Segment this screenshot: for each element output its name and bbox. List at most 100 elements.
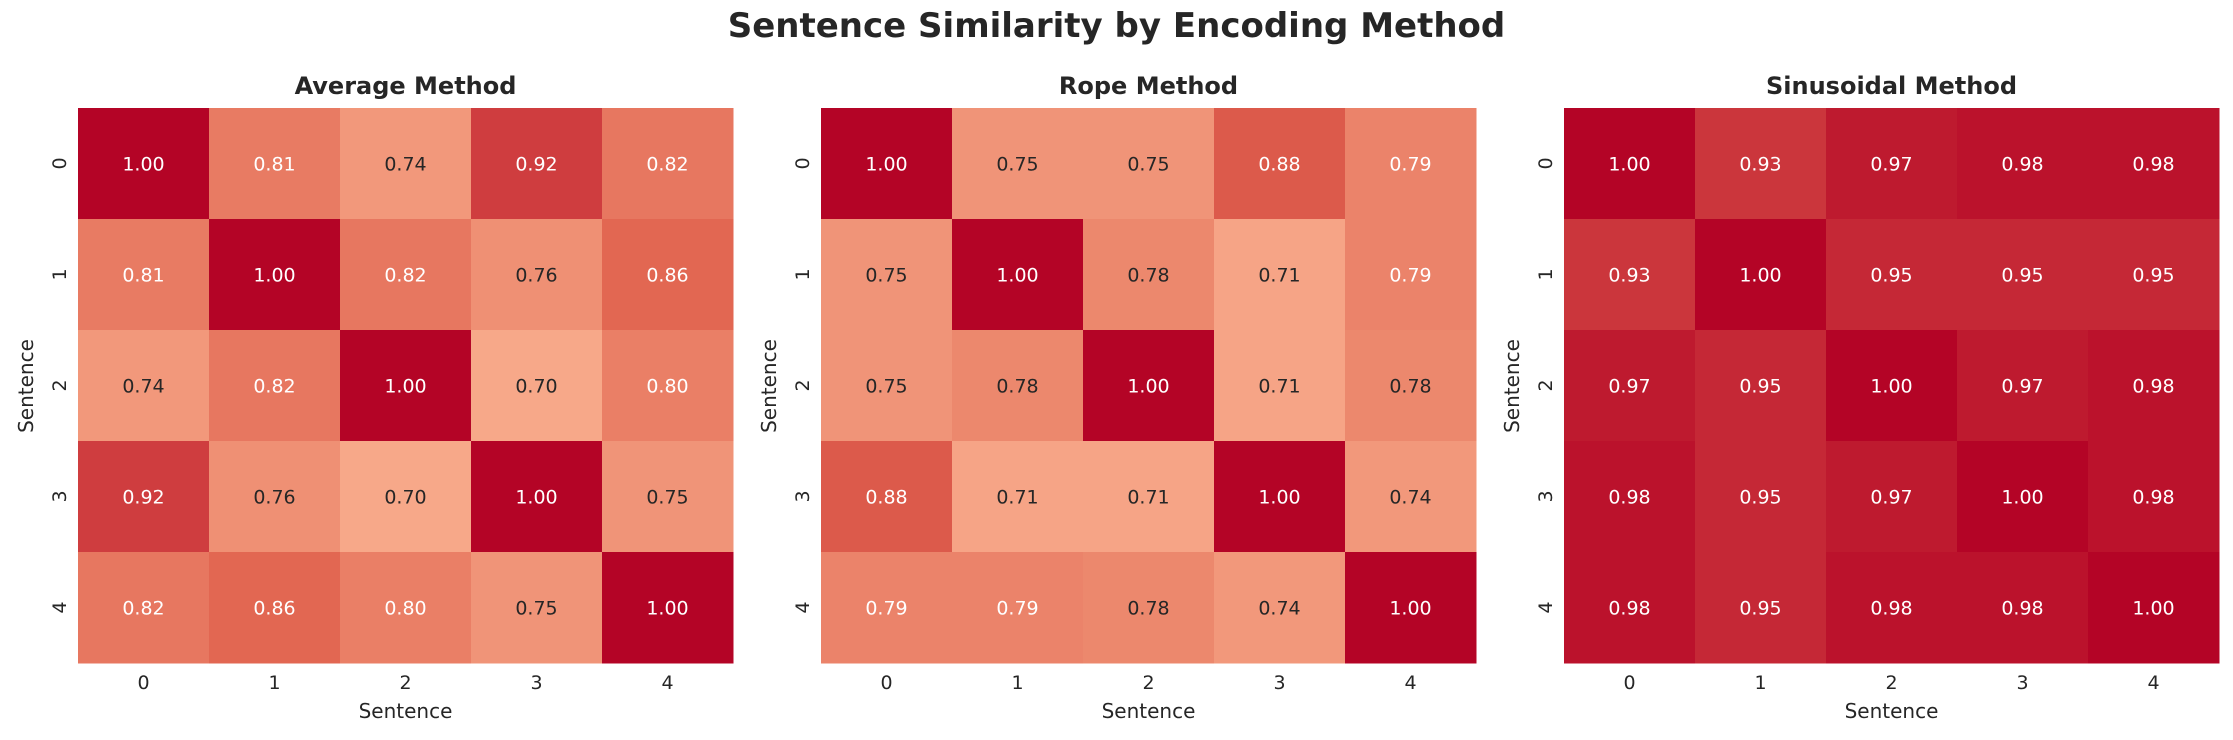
heatmap-svg: 1.00 0.81 0.74 0.92 0.82 0.81 1.00 0.82 0.76 0.86… (49, 108, 734, 694)
cell-value-label: 0.82 (384, 265, 426, 287)
cell-value-label: 0.95 (1739, 598, 1781, 620)
cell-value-label: 0.75 (865, 265, 907, 287)
cell-value-label: 0.76 (253, 487, 295, 509)
cell-value-label: 0.76 (515, 265, 557, 287)
cell-value-label: 0.98 (2132, 487, 2174, 509)
cell-value-label: 1.00 (515, 487, 557, 509)
heatmap-cell (1957, 552, 2089, 664)
cell-value-label: 1.00 (646, 598, 688, 620)
y-tick-label: 3 (49, 490, 71, 502)
heatmap-cell (1083, 330, 1215, 442)
heatmap-cell (340, 330, 472, 442)
y-tick-label: 2 (1535, 379, 1557, 391)
heatmap-cell (1826, 330, 1958, 442)
heatmap-title: Rope Method (1058, 72, 1239, 100)
heatmap-cell (821, 441, 953, 553)
x-tick-label: 2 (1142, 672, 1154, 694)
cell-value-label: 1.00 (2132, 598, 2174, 620)
cell-value-label: 1.00 (384, 376, 426, 398)
y-tick-label: 3 (792, 490, 814, 502)
cell-value-label: 1.00 (122, 154, 164, 176)
cell-value-label: 0.78 (996, 376, 1038, 398)
heatmap-cell (1214, 330, 1346, 442)
heatmap-cell (952, 552, 1084, 664)
heatmap-cell (602, 441, 734, 553)
cell-value-label: 0.75 (996, 154, 1038, 176)
heatmap-cell (1826, 108, 1958, 220)
heatmap-cell (1214, 441, 1346, 553)
cell-value-label: 1.00 (996, 265, 1038, 287)
figure-title: Sentence Similarity by Encoding Method (727, 6, 1506, 46)
heatmap-panel-rope: Rope Method Sentence Sentence 1.00 0.75 0.… (743, 0, 1477, 740)
heatmap-cell (821, 219, 953, 331)
x-tick-label: 4 (2147, 672, 2159, 694)
x-tick-label: 0 (137, 672, 149, 694)
heatmap-cell (1214, 108, 1346, 220)
heatmap-cell (1564, 108, 1696, 220)
heatmap-cell (1345, 108, 1477, 220)
heatmap-cell (209, 219, 341, 331)
heatmap-cell (209, 108, 341, 220)
x-axis-label: Sentence (358, 699, 453, 723)
heatmap-cell (1345, 330, 1477, 442)
heatmap-cell (1826, 219, 1958, 331)
cell-value-label: 0.88 (1258, 154, 1300, 176)
heatmap-cell (1345, 219, 1477, 331)
cell-value-label: 1.00 (253, 265, 295, 287)
heatmap-cell (1957, 441, 2089, 553)
cell-value-label: 0.95 (2132, 265, 2174, 287)
heatmap-cell (602, 552, 734, 664)
heatmap-cell (209, 330, 341, 442)
heatmap-cell (2088, 330, 2220, 442)
cell-value-label: 0.74 (384, 154, 426, 176)
cell-value-label: 0.95 (2001, 265, 2043, 287)
cell-value-label: 1.00 (865, 154, 907, 176)
cell-value-label: 0.75 (865, 376, 907, 398)
heatmap-cell (952, 441, 1084, 553)
heatmap-cell (78, 108, 210, 220)
heatmap-cell (471, 441, 603, 553)
heatmap-cell (1564, 219, 1696, 331)
y-tick-label: 4 (792, 601, 814, 613)
cell-value-label: 0.98 (1870, 598, 1912, 620)
heatmap-title: Average Method (294, 72, 517, 100)
cell-value-label: 0.78 (1127, 598, 1169, 620)
cell-value-label: 0.74 (122, 376, 164, 398)
cell-value-label: 0.86 (646, 265, 688, 287)
cell-value-label: 1.00 (1389, 598, 1431, 620)
cell-value-label: 0.70 (384, 487, 426, 509)
heatmap-cell (340, 219, 472, 331)
y-tick-label: 2 (792, 379, 814, 391)
heatmap-cell (1957, 108, 2089, 220)
heatmap-cell (1083, 219, 1215, 331)
heatmap-cell (1695, 330, 1827, 442)
heatmap-cell (952, 108, 1084, 220)
heatmap-cell (2088, 108, 2220, 220)
heatmap-cell (602, 219, 734, 331)
cell-value-label: 1.00 (1870, 376, 1912, 398)
cell-value-label: 0.97 (2001, 376, 2043, 398)
cell-value-label: 0.98 (2132, 376, 2174, 398)
cell-value-label: 0.82 (253, 376, 295, 398)
heatmap-cell (1957, 219, 2089, 331)
x-tick-label: 0 (880, 672, 892, 694)
heatmap-cell (1695, 219, 1827, 331)
heatmap-cell (78, 219, 210, 331)
heatmap-cell (821, 108, 953, 220)
cell-value-label: 0.81 (122, 265, 164, 287)
heatmap-cell (1083, 108, 1215, 220)
cell-value-label: 0.71 (1127, 487, 1169, 509)
heatmap-cell (1214, 219, 1346, 331)
heatmap-svg: 1.00 0.93 0.97 0.98 0.98 0.93 1.00 0.95 0.95 0.95… (1535, 108, 2220, 694)
cell-value-label: 0.98 (2001, 154, 2043, 176)
cell-value-label: 0.79 (1389, 265, 1431, 287)
heatmap-cell (1564, 441, 1696, 553)
cell-value-label: 0.97 (1608, 376, 1650, 398)
cell-value-label: 0.98 (2001, 598, 2043, 620)
y-tick-label: 0 (792, 157, 814, 169)
heatmap-cell (952, 330, 1084, 442)
cell-value-label: 0.70 (515, 376, 557, 398)
cell-value-label: 0.98 (1608, 598, 1650, 620)
cell-value-label: 0.88 (865, 487, 907, 509)
